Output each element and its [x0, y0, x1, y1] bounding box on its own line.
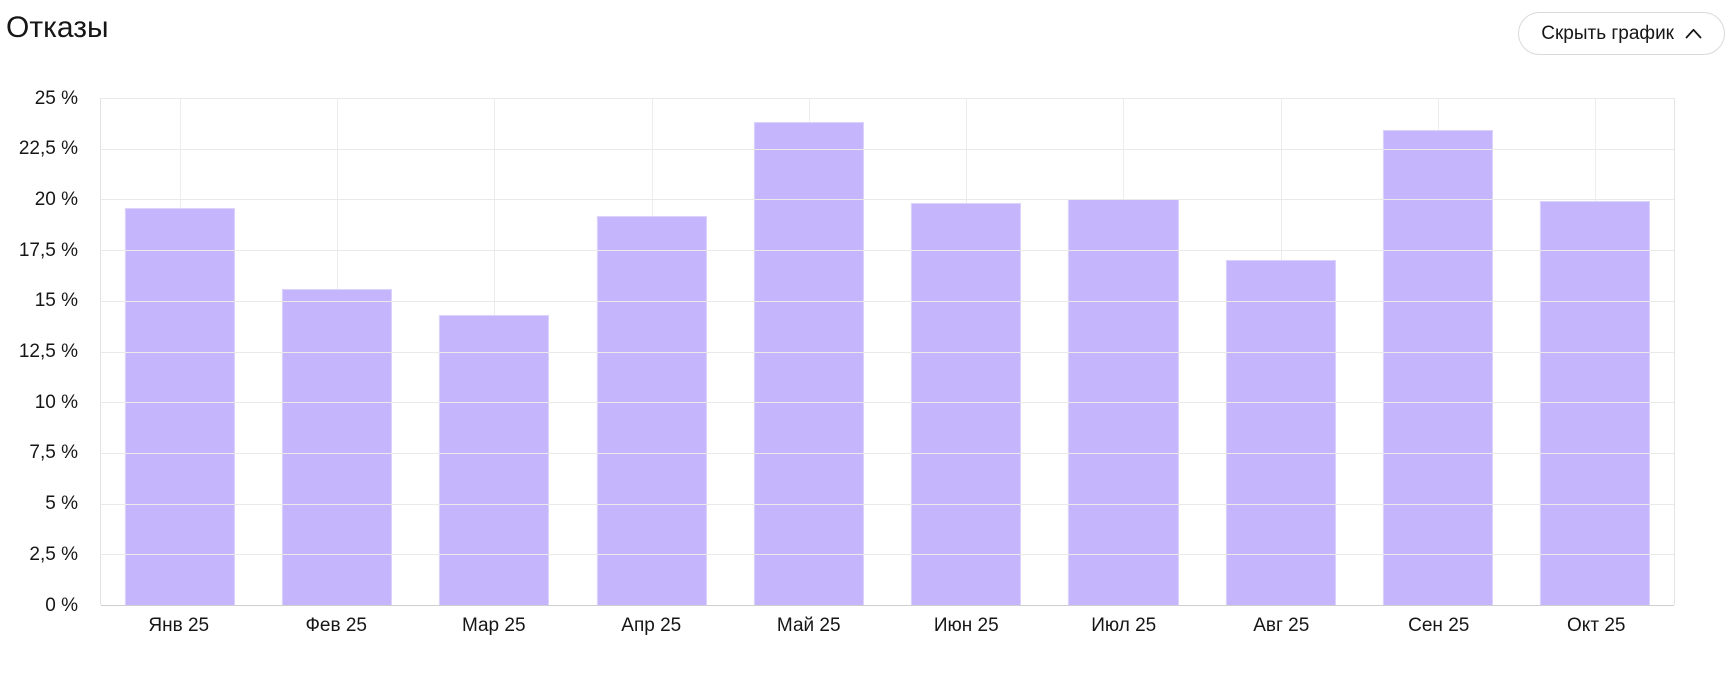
- x-tick-label: Фев 25: [305, 615, 368, 636]
- h-gridline: [101, 199, 1674, 201]
- y-tick-label: 0 %: [45, 594, 78, 616]
- page-title: Отказы: [6, 11, 109, 44]
- h-gridline: [101, 300, 1674, 302]
- chart-bar-5[interactable]: [753, 122, 864, 605]
- h-gridline: [101, 402, 1674, 404]
- hide-chart-button[interactable]: Скрыть график: [1518, 12, 1725, 55]
- chart-bar-2[interactable]: [281, 288, 392, 605]
- x-axis-line: [101, 605, 1674, 606]
- h-gridline: [101, 503, 1674, 505]
- y-tick-label: 12,5 %: [18, 341, 78, 362]
- chart-bar-3[interactable]: [439, 315, 550, 605]
- y-axis-tick-labels: 0 % 2,5 % 5 % 7,5 % 10 % 12,5 % 15 % 17,5 % 20 %…: [0, 89, 78, 615]
- y-tick-label: 5 %: [45, 493, 78, 515]
- chevron-up-icon: [1685, 28, 1702, 39]
- plot-area: [100, 98, 1675, 606]
- x-tick-label: Апр 25: [621, 615, 682, 636]
- y-tick-label: 25 %: [34, 87, 78, 109]
- h-gridline: [101, 452, 1674, 454]
- x-tick-label: Авг 25: [1253, 615, 1310, 636]
- y-tick-label: 22,5 %: [18, 138, 78, 160]
- chart-bar-1[interactable]: [124, 207, 235, 605]
- y-tick-label: 15 %: [34, 290, 78, 312]
- x-axis-tick-labels: Янв 25 Фев 25 Мар 25 Апр 25 Май 25 Июн 25 Июл …: [100, 614, 1675, 638]
- y-tick-label: 17,5 %: [18, 239, 78, 261]
- hide-chart-button-label: Скрыть график: [1541, 22, 1674, 44]
- category-cell: [573, 98, 730, 605]
- h-gridline: [101, 148, 1674, 150]
- y-tick-label: 20 %: [34, 188, 78, 210]
- x-tick-label: Мар 25: [461, 615, 526, 636]
- h-gridline: [101, 98, 1674, 99]
- h-gridline: [101, 351, 1674, 353]
- x-tick-label: Окт 25: [1567, 615, 1626, 636]
- chart-bar-8[interactable]: [1225, 260, 1336, 605]
- chart-bar-6[interactable]: [911, 203, 1022, 605]
- y-tick-label: 10 %: [34, 391, 78, 413]
- category-cell: [416, 98, 573, 605]
- x-tick-label: Сен 25: [1408, 615, 1470, 636]
- x-tick-label: Янв 25: [148, 615, 210, 636]
- chart-bar-4[interactable]: [596, 215, 707, 605]
- y-tick-label: 2,5 %: [29, 543, 78, 565]
- category-cell: [101, 98, 258, 605]
- h-gridline: [101, 554, 1674, 556]
- x-tick-label: Июн 25: [933, 615, 999, 636]
- h-gridline: [101, 250, 1674, 252]
- category-cell: [1359, 98, 1516, 605]
- x-tick-label: Июл 25: [1091, 615, 1157, 636]
- x-tick-label: Май 25: [776, 615, 841, 636]
- chart-bar-9[interactable]: [1382, 130, 1494, 605]
- y-tick-label: 7,5 %: [29, 442, 78, 464]
- chart-bar-10[interactable]: [1540, 201, 1651, 605]
